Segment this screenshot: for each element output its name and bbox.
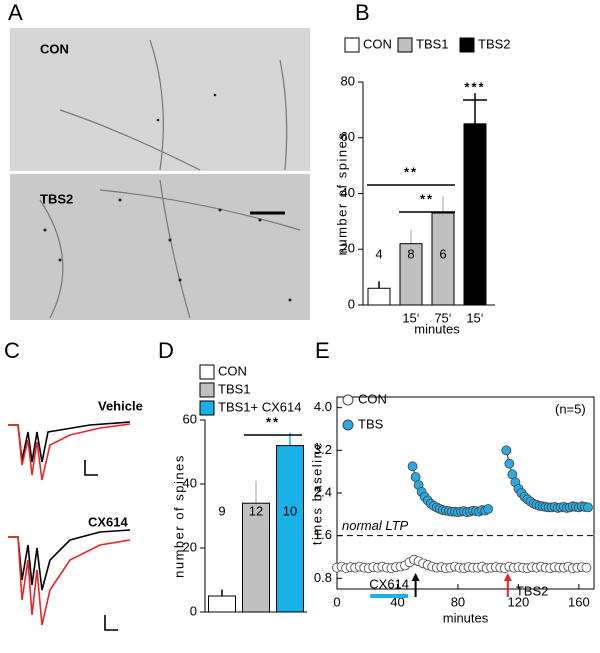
arrow-label: TBS2	[516, 583, 549, 598]
legend-swatch	[199, 400, 215, 416]
data-point	[483, 504, 494, 514]
legend-label: CON	[218, 363, 247, 378]
arrow-head	[503, 573, 512, 581]
y-axis-label: number of spines	[334, 132, 349, 256]
bar-n-label: 10	[283, 503, 297, 518]
legend-swatch	[459, 37, 475, 53]
data-point	[407, 461, 418, 472]
panel-letter: E	[315, 338, 330, 363]
bar	[367, 287, 391, 306]
y-tick-label: 4.0	[314, 399, 332, 414]
bar	[276, 445, 304, 613]
bar-n-label: 4	[375, 246, 382, 261]
x-tick-label: 0	[333, 594, 340, 609]
bar-n-label: 6	[471, 246, 478, 261]
y-tick-label: 1.6	[314, 527, 332, 542]
significance-label: **	[404, 164, 418, 179]
y-tick-label: 0	[190, 603, 197, 618]
bar-n-label: 9	[218, 503, 225, 518]
x-tick-label: 120	[508, 594, 530, 609]
legend-swatch	[199, 382, 215, 398]
y-tick-label: 2.4	[314, 484, 332, 499]
bar-n-label: 12	[249, 503, 263, 518]
drug-label: CX614	[369, 576, 409, 591]
legend-swatch	[199, 364, 215, 380]
bar-n-label: 6	[439, 246, 446, 261]
x-tick-label: 80	[451, 594, 465, 609]
trace-label: CX614	[88, 514, 129, 529]
n-note: (n=5)	[555, 401, 586, 416]
x-tick-label: 160	[568, 594, 590, 609]
y-tick-label: 80	[341, 73, 355, 88]
data-point	[581, 562, 592, 573]
dendrites	[39, 39, 301, 319]
data-point	[583, 502, 593, 513]
x-tick-label: 15‘	[402, 310, 419, 325]
micrograph-con	[10, 28, 310, 171]
y-tick-label: 20	[183, 539, 197, 554]
x-tick-label: 15‘	[466, 310, 483, 325]
legend-marker	[342, 394, 354, 406]
x-axis-label: minutes	[443, 610, 489, 625]
y-tick-label: 0.8	[314, 570, 332, 585]
y-tick-label: 60	[183, 411, 197, 426]
x-tick-label: 40	[390, 594, 404, 609]
y-tick-label: 40	[341, 185, 355, 200]
y-axis-label: number of spines	[171, 454, 186, 578]
significance-label: **	[420, 191, 434, 206]
panel-letter: A	[8, 0, 23, 25]
legend-label: CON	[363, 36, 392, 51]
x-tick-label: 75‘	[434, 310, 451, 325]
trace-label: Vehicle	[98, 398, 143, 413]
reference-label: normal LTP	[342, 518, 409, 533]
image-label: CON	[40, 41, 69, 56]
bar	[431, 212, 455, 306]
legend-marker	[342, 419, 354, 431]
legend-swatch	[344, 37, 360, 53]
legend-swatch	[397, 37, 413, 53]
legend-label: CON	[358, 391, 387, 406]
y-axis-label: times baseline	[309, 441, 324, 545]
legend-label: TBS1	[416, 36, 449, 51]
panel-letter: D	[158, 338, 174, 363]
significance-label: **	[266, 414, 280, 429]
y-tick-label: 60	[341, 129, 355, 144]
x-axis-label: minutes	[414, 321, 460, 336]
legend-label: TBS2	[478, 36, 511, 51]
data-point	[504, 458, 515, 469]
spines	[43, 93, 292, 302]
legend-label: TBS1	[218, 381, 251, 396]
y-tick-label: 40	[183, 475, 197, 490]
image-label: TBS2	[40, 191, 73, 206]
panel-letter: B	[355, 0, 370, 25]
legend-label: TBS	[358, 416, 384, 431]
traces	[8, 421, 131, 631]
bar	[399, 243, 423, 306]
significance-label: ***	[464, 79, 485, 94]
bar	[208, 595, 236, 613]
bar	[242, 502, 270, 613]
arrow-head	[411, 573, 420, 581]
legend-label: TBS1+ CX614	[218, 399, 301, 414]
y-tick-label: 3.2	[314, 442, 332, 457]
bar-n-label: 8	[407, 246, 414, 261]
panel-letter: C	[4, 338, 20, 363]
y-tick-label: 0	[348, 296, 355, 311]
bar	[463, 123, 487, 306]
y-tick-label: 20	[341, 241, 355, 256]
data-point	[501, 445, 512, 456]
